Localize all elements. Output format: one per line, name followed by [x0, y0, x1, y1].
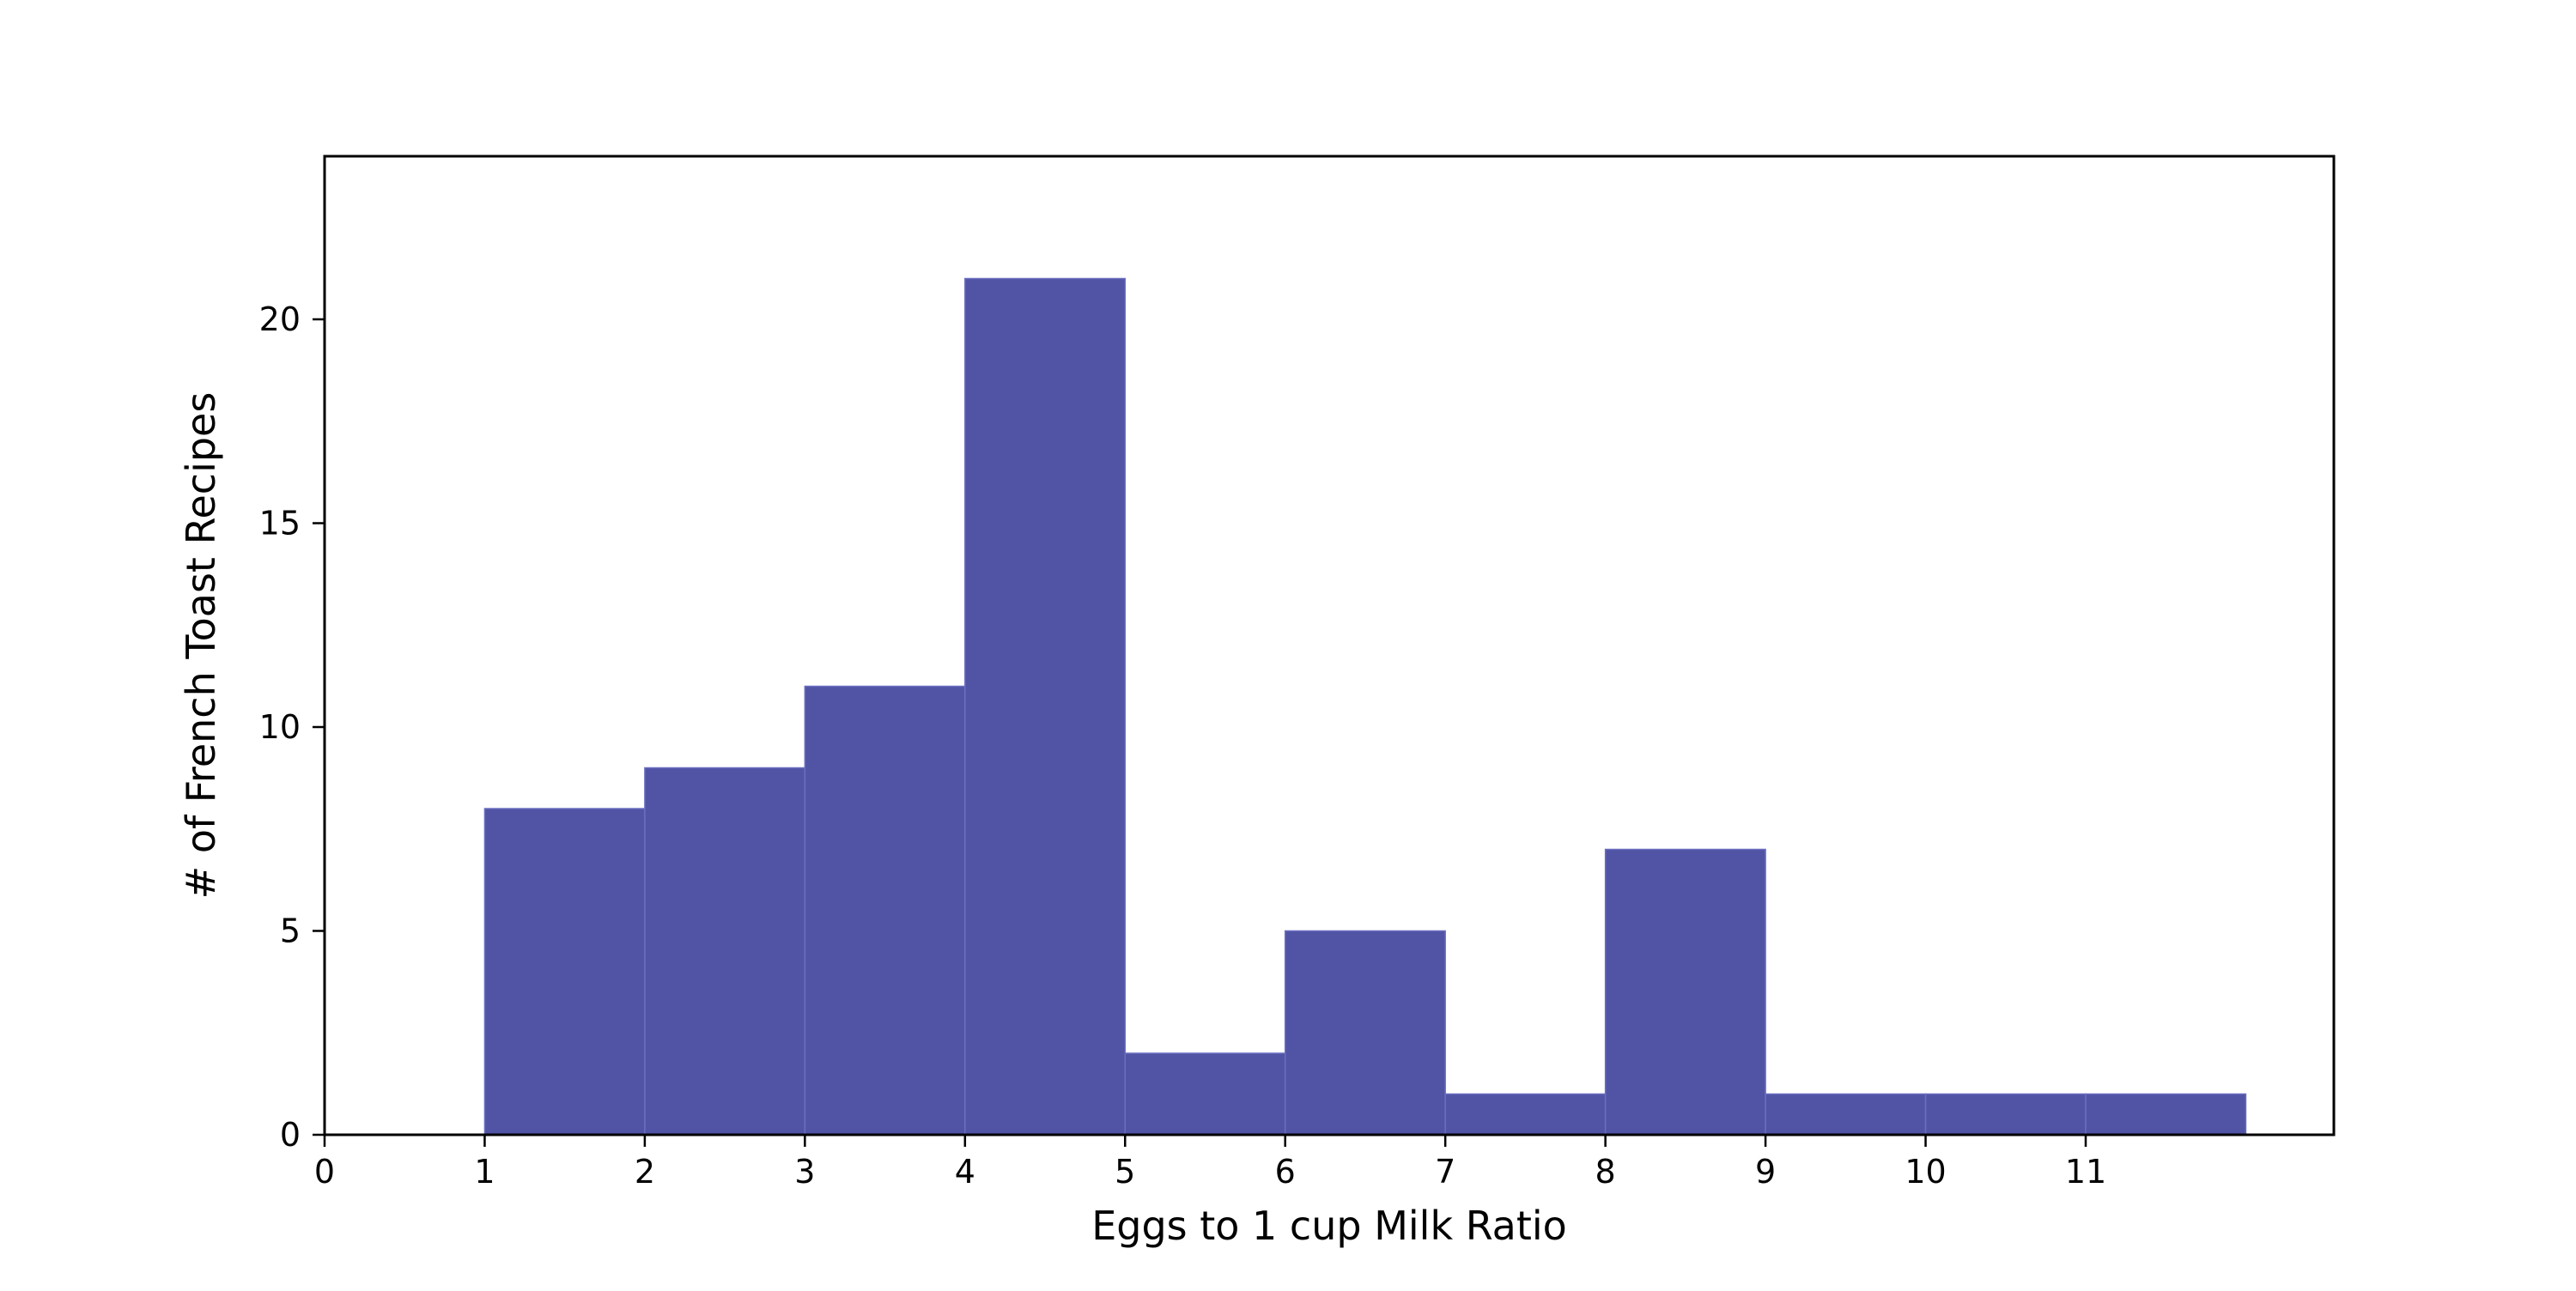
- plot-area-frame: [323, 155, 2336, 1136]
- y-tick-label-4: 20: [259, 300, 301, 338]
- histogram-bar-8: [1765, 1093, 1927, 1136]
- x-axis-ticks: 0 1 2 3 4 5 6 7 8 9 10 11: [314, 1135, 2106, 1191]
- bars-group: [483, 277, 2247, 1136]
- x-axis-label: Eggs to 1 cup Milk Ratio: [1091, 1203, 1567, 1249]
- y-tick-label-1: 5: [280, 912, 301, 950]
- y-axis-label: # of French Toast Recipes: [178, 392, 224, 900]
- y-tick-label-3: 15: [259, 505, 301, 542]
- x-tick-label-3: 3: [794, 1153, 815, 1191]
- histogram-bar-7: [1604, 848, 1766, 1136]
- histogram-bar-3: [964, 277, 1127, 1136]
- histogram-bar-2: [804, 685, 966, 1136]
- y-tick-label-0: 0: [280, 1116, 301, 1154]
- x-tick-label-6: 6: [1275, 1153, 1296, 1191]
- y-axis-ticks: 0 5 10 15 20: [259, 300, 325, 1154]
- x-tick-label-5: 5: [1115, 1153, 1135, 1191]
- x-tick-label-1: 1: [474, 1153, 495, 1191]
- x-tick-label-2: 2: [635, 1153, 655, 1191]
- x-tick-label-11: 11: [2065, 1153, 2106, 1191]
- histogram-bar-6: [1444, 1093, 1607, 1136]
- x-tick-label-9: 9: [1755, 1153, 1776, 1191]
- x-tick-label-10: 10: [1905, 1153, 1946, 1191]
- histogram-bar-0: [483, 808, 646, 1136]
- histogram-bar-9: [1924, 1093, 2087, 1136]
- x-tick-label-0: 0: [314, 1153, 335, 1191]
- histogram-bar-10: [2085, 1093, 2247, 1136]
- x-tick-label-7: 7: [1435, 1153, 1455, 1191]
- y-tick-label-2: 10: [259, 708, 301, 746]
- histogram-bar-4: [1124, 1052, 1286, 1136]
- histogram-bar-5: [1284, 930, 1446, 1136]
- x-tick-label-8: 8: [1595, 1153, 1616, 1191]
- x-tick-label-4: 4: [955, 1153, 975, 1191]
- histogram-bar-1: [644, 767, 806, 1136]
